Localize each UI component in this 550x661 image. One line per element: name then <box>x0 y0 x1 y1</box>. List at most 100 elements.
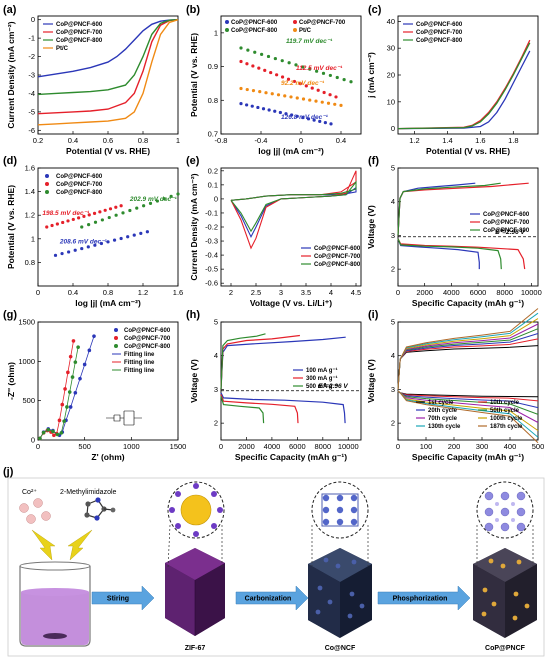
data-point <box>323 121 327 125</box>
x-tick-label: 0 <box>36 442 40 451</box>
y-axis-label: Voltage (V) <box>366 359 376 403</box>
x-tick-label: 3.5 <box>301 288 311 297</box>
data-point <box>261 107 266 111</box>
data-point <box>245 103 249 107</box>
stage-zif67-label: ZIF-67 <box>185 645 206 652</box>
legend-entry: 500 mA g⁻¹ <box>306 383 338 390</box>
y-axis-label: -Z'' (ohm) <box>6 362 16 400</box>
data-point <box>245 62 249 66</box>
cycle-charge-line <box>397 323 539 390</box>
series-line <box>397 238 480 270</box>
data-point <box>57 418 62 423</box>
data-point <box>333 102 337 106</box>
x-tick-label: 0 <box>36 288 40 297</box>
data-point <box>73 391 78 395</box>
x-tick-label: 4.5 <box>351 288 361 297</box>
data-point <box>266 54 271 59</box>
data-point <box>61 220 65 225</box>
data-point <box>73 248 77 252</box>
x-axis-label: Voltage (V vs. Li/Li⁺) <box>250 298 332 308</box>
data-point <box>52 433 56 438</box>
legend-entry: 100th cycle <box>490 416 523 422</box>
data-point <box>77 216 81 220</box>
data-point <box>87 348 92 353</box>
legend-entry: CoP@PNCF-600 <box>483 212 530 218</box>
data-point <box>46 427 51 432</box>
panel-label-f: (f) <box>368 155 379 167</box>
y-tick-label: 0.2 <box>208 166 218 175</box>
cycle-discharge-line <box>397 390 539 398</box>
legend-entry: CoP@PNCF-600 <box>416 22 463 28</box>
x-tick-label: 100 <box>420 442 433 451</box>
data-point <box>108 207 113 211</box>
panel-b: -0.8 -0.4 0 0.4 0.7 0.8 0.9 1 log |j| (mA cm⁻²) P… <box>189 15 362 156</box>
data-point <box>320 100 324 104</box>
data-point <box>251 64 255 68</box>
series-line <box>397 182 501 236</box>
step-carbonization-label: Carbonization <box>245 596 292 603</box>
data-point <box>132 233 136 237</box>
y-tick-label: -4 <box>28 89 35 98</box>
slope-annotation: 119.7 mV dec⁻¹ <box>286 38 333 45</box>
legend-entry: CoP@PNCF-800 <box>416 38 463 44</box>
series-line <box>37 19 179 126</box>
data-point <box>60 402 65 407</box>
panel-label-i: (i) <box>368 309 379 321</box>
schematic-frame <box>7 477 545 657</box>
fitting-line <box>39 336 95 439</box>
data-point <box>257 66 261 70</box>
y-tick-label: 3 <box>391 385 395 394</box>
x-tick-label: 1000 <box>123 442 140 451</box>
co-ncf-cluster-zoom <box>311 481 369 566</box>
x-tick-label: 8000 <box>314 442 331 451</box>
data-point <box>349 80 353 84</box>
x-tick-label: 4000 <box>264 442 281 451</box>
fitting-line <box>39 340 74 439</box>
y-tick-label: 5 <box>214 318 218 327</box>
y-tick-label: 5 <box>391 164 395 173</box>
co-ncf-polyhedron <box>308 548 372 638</box>
legend-entry: CoP@PNCF-700 <box>56 30 103 36</box>
y-tick-label: 0.1 <box>208 180 218 189</box>
x-tick-label: 1.4 <box>442 136 452 145</box>
y-tick-label: -0.4 <box>205 251 218 260</box>
data-point <box>68 405 73 409</box>
data-point <box>50 223 54 228</box>
legend-marker <box>293 20 297 24</box>
data-point <box>328 93 332 97</box>
legend-entry: CoP@PNCF-700 <box>56 182 103 188</box>
data-point <box>308 67 312 71</box>
data-point <box>260 52 264 56</box>
y-tick-label: 3 <box>214 385 218 394</box>
series-line <box>220 394 299 424</box>
x-tick-label: 4000 <box>443 288 460 297</box>
data-point <box>126 235 130 239</box>
data-point <box>55 222 59 226</box>
y-tick-label: 40 <box>387 17 395 26</box>
data-point <box>322 90 326 95</box>
panel-c: 1.2 1.4 1.6 1.8 0 10 20 30 40 Potential (V vs. RH… <box>366 15 539 156</box>
data-point <box>93 220 98 224</box>
data-point <box>67 250 71 254</box>
data-point <box>239 46 243 50</box>
panel-label-g: (g) <box>3 309 17 321</box>
data-point <box>71 339 76 343</box>
series-line <box>37 19 179 115</box>
data-point <box>82 362 87 367</box>
data-point <box>283 94 287 98</box>
y-axis-label: Potential (V vs. RHE) <box>189 33 199 117</box>
data-point <box>239 102 243 106</box>
y-tick-label: 20 <box>387 71 395 80</box>
data-point <box>100 218 104 222</box>
plot-frame <box>397 167 539 287</box>
x-tick-label: 1 <box>176 136 180 145</box>
series-line <box>397 50 531 130</box>
legend-entry: 20th cycle <box>428 408 458 414</box>
legend-entry: 187th cycle <box>490 424 523 430</box>
data-point <box>80 246 84 251</box>
x-tick-label: 1.6 <box>173 288 183 297</box>
equivalent-circuit-icon <box>106 410 142 426</box>
step-phosphorization-label: Phosphorization <box>393 596 448 603</box>
data-point <box>295 114 299 118</box>
y-axis-label: Voltage (V) <box>189 359 199 403</box>
